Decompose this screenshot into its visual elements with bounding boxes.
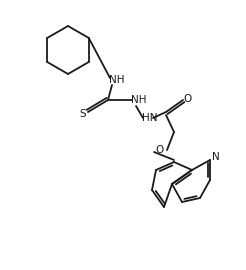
Text: NH: NH: [131, 95, 147, 105]
Text: O: O: [184, 94, 192, 104]
Text: O: O: [156, 145, 164, 155]
Text: HN: HN: [142, 113, 158, 123]
Text: S: S: [80, 109, 86, 119]
Text: NH: NH: [109, 75, 125, 85]
Text: N: N: [212, 152, 220, 162]
